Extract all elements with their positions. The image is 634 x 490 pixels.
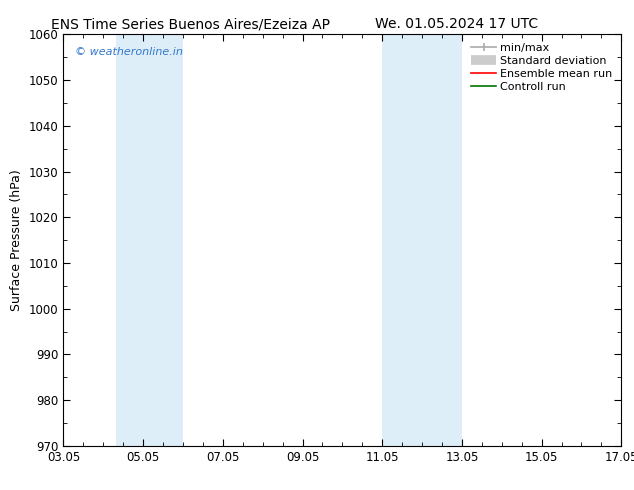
Legend: min/max, Standard deviation, Ensemble mean run, Controll run: min/max, Standard deviation, Ensemble me…	[468, 40, 616, 95]
Text: ENS Time Series Buenos Aires/Ezeiza AP: ENS Time Series Buenos Aires/Ezeiza AP	[51, 17, 330, 31]
Bar	[117, 34, 183, 446]
Text: We. 01.05.2024 17 UTC: We. 01.05.2024 17 UTC	[375, 17, 538, 31]
Y-axis label: Surface Pressure (hPa): Surface Pressure (hPa)	[10, 169, 23, 311]
Text: © weatheronline.in: © weatheronline.in	[75, 47, 183, 57]
Bar	[382, 34, 462, 446]
